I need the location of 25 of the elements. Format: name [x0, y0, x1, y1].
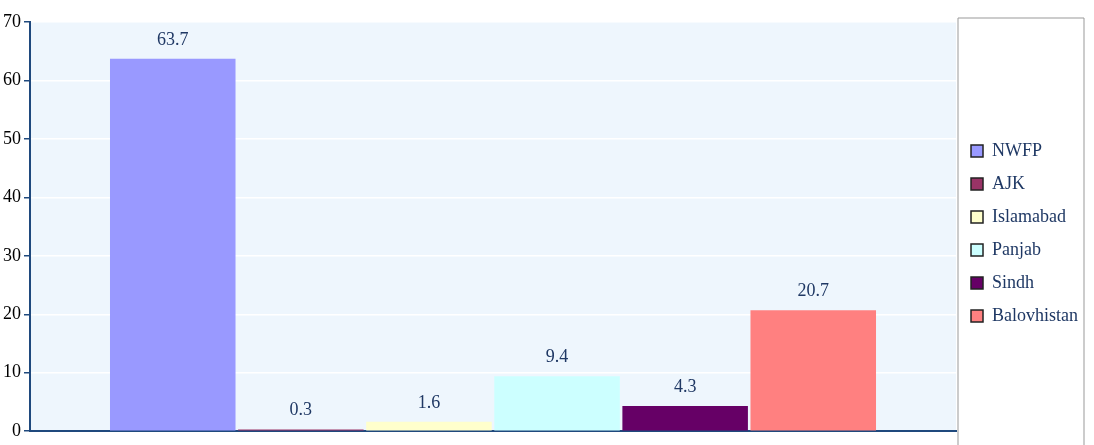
data-label: 0.3: [289, 399, 313, 420]
bar: [494, 376, 620, 431]
legend-label: NWFP: [992, 139, 1043, 160]
bar: [622, 406, 748, 431]
data-label: 4.3: [673, 375, 697, 396]
y-tick-label: 60: [3, 69, 21, 90]
bar: [109, 58, 236, 431]
legend-label: Balovhistan: [992, 304, 1079, 325]
y-tick-label: 10: [3, 361, 21, 382]
legend-label: Islamabad: [992, 205, 1066, 226]
legend-label: Sindh: [992, 271, 1035, 292]
legend-label: AJK: [992, 172, 1026, 193]
legend-label: Panjab: [992, 238, 1042, 259]
y-tick-label: 50: [3, 127, 21, 148]
y-tick-label: 70: [3, 10, 21, 31]
y-tick-label: 0: [12, 419, 21, 440]
data-label: 1.6: [417, 391, 441, 412]
y-tick-label: 20: [3, 303, 21, 324]
bar: [366, 421, 492, 431]
data-label: 63.7: [157, 28, 189, 49]
data-label: 20.7: [797, 279, 829, 300]
y-tick-label: 40: [3, 186, 21, 207]
bar: [750, 310, 877, 431]
y-tick-label: 30: [3, 244, 21, 265]
data-label: 9.4: [545, 345, 569, 366]
